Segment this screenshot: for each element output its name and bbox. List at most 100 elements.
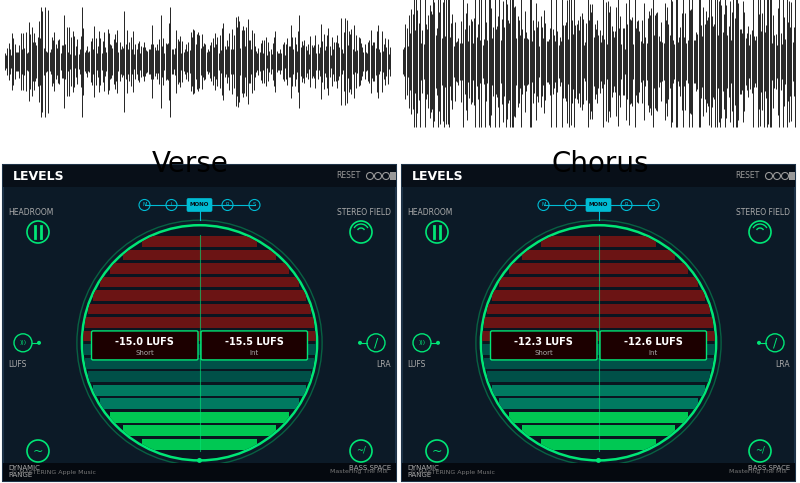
Text: ))): ))) <box>19 341 26 345</box>
Circle shape <box>481 225 716 460</box>
Bar <box>492 290 705 301</box>
Bar <box>509 263 688 274</box>
Text: Int: Int <box>649 350 658 356</box>
Circle shape <box>358 341 362 345</box>
Bar <box>484 317 713 328</box>
Bar <box>93 385 306 396</box>
Text: /: / <box>773 336 777 349</box>
Text: ~: ~ <box>33 444 43 457</box>
Bar <box>499 398 698 409</box>
Text: DYNAMIC
RANGE: DYNAMIC RANGE <box>8 465 40 478</box>
Bar <box>484 358 713 369</box>
Text: ))): ))) <box>418 341 426 345</box>
Text: LUFS: LUFS <box>8 360 26 369</box>
Text: DYNAMIC
RANGE: DYNAMIC RANGE <box>407 465 439 478</box>
Bar <box>110 412 289 423</box>
Bar <box>482 331 714 341</box>
Text: R: R <box>625 202 628 208</box>
Bar <box>83 344 316 355</box>
Bar <box>100 398 298 409</box>
Bar <box>85 317 314 328</box>
Bar <box>499 277 698 287</box>
Bar <box>0 0 800 163</box>
Bar <box>85 358 314 369</box>
Text: -15.0 LUFS: -15.0 LUFS <box>115 337 174 346</box>
Bar <box>390 172 396 180</box>
Text: -15.5 LUFS: -15.5 LUFS <box>225 337 284 346</box>
Circle shape <box>197 458 202 463</box>
Bar <box>88 304 311 314</box>
Text: RESET: RESET <box>336 171 360 181</box>
Text: LRA: LRA <box>376 360 391 369</box>
Bar <box>142 236 257 247</box>
Text: Mastering The Mix: Mastering The Mix <box>330 469 388 474</box>
Text: S: S <box>253 202 256 208</box>
Circle shape <box>82 225 317 460</box>
Text: LRA: LRA <box>775 360 790 369</box>
Text: HEADROOM: HEADROOM <box>407 208 452 217</box>
Bar <box>88 371 311 382</box>
Text: MONO: MONO <box>589 202 608 208</box>
Text: L: L <box>569 202 572 208</box>
FancyBboxPatch shape <box>187 199 212 212</box>
Circle shape <box>37 341 41 345</box>
Text: STEREO FIELD: STEREO FIELD <box>337 208 391 217</box>
Bar <box>123 250 276 260</box>
Bar <box>402 165 795 481</box>
Bar <box>789 172 795 180</box>
Text: Int: Int <box>250 350 259 356</box>
Text: STEREO FIELD: STEREO FIELD <box>736 208 790 217</box>
Bar <box>110 263 289 274</box>
Text: Short: Short <box>135 350 154 356</box>
Bar <box>402 165 795 187</box>
Text: L: L <box>170 202 173 208</box>
Text: S: S <box>652 202 655 208</box>
Bar <box>542 439 656 450</box>
Text: © MASTERING Apple Music: © MASTERING Apple Music <box>410 469 495 475</box>
Text: ~/: ~/ <box>755 445 765 455</box>
Text: LEVELS: LEVELS <box>412 170 464 183</box>
Text: ~: ~ <box>432 444 442 457</box>
Bar <box>487 304 710 314</box>
Bar <box>83 331 316 341</box>
Circle shape <box>757 341 761 345</box>
Text: LUFS: LUFS <box>407 360 426 369</box>
Bar <box>542 236 656 247</box>
Text: MONO: MONO <box>190 202 209 208</box>
FancyBboxPatch shape <box>586 199 611 212</box>
Bar <box>3 165 396 481</box>
FancyBboxPatch shape <box>490 331 597 360</box>
Text: R: R <box>226 202 230 208</box>
Text: Verse: Verse <box>151 150 229 178</box>
Bar <box>3 165 396 187</box>
Bar <box>522 426 675 436</box>
Text: M: M <box>142 202 146 208</box>
Text: Short: Short <box>534 350 553 356</box>
Bar <box>487 371 710 382</box>
Text: BASS SPACE: BASS SPACE <box>349 465 391 471</box>
FancyBboxPatch shape <box>600 331 706 360</box>
Text: RESET: RESET <box>735 171 759 181</box>
Bar <box>100 277 298 287</box>
FancyBboxPatch shape <box>201 331 307 360</box>
Bar <box>522 250 675 260</box>
Text: HEADROOM: HEADROOM <box>8 208 54 217</box>
Text: /: / <box>374 336 378 349</box>
Text: LEVELS: LEVELS <box>13 170 65 183</box>
Text: -12.3 LUFS: -12.3 LUFS <box>514 337 573 346</box>
Bar <box>482 344 714 355</box>
Circle shape <box>596 458 601 463</box>
Text: Chorus: Chorus <box>551 150 649 178</box>
Circle shape <box>436 341 440 345</box>
FancyBboxPatch shape <box>91 331 198 360</box>
Text: M: M <box>542 202 546 208</box>
Text: ~/: ~/ <box>356 445 366 455</box>
Text: Mastering The Mix: Mastering The Mix <box>729 469 787 474</box>
Bar <box>142 439 257 450</box>
Text: BASS SPACE: BASS SPACE <box>748 465 790 471</box>
Bar <box>3 463 396 481</box>
Bar <box>509 412 688 423</box>
Bar <box>402 463 795 481</box>
Text: © MASTERING Apple Music: © MASTERING Apple Music <box>11 469 96 475</box>
Bar <box>123 426 276 436</box>
